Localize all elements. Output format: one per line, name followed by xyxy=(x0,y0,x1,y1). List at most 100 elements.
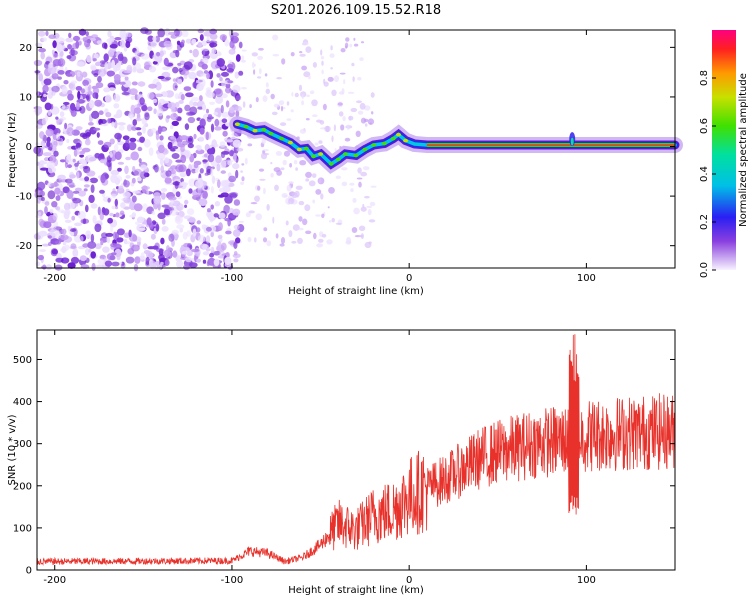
noise-blob xyxy=(79,235,84,242)
noise-blob xyxy=(350,107,358,113)
noise-blob xyxy=(58,118,64,123)
noise-blob xyxy=(210,123,215,133)
noise-blob xyxy=(357,76,362,81)
noise-blob xyxy=(166,115,171,119)
noise-blob xyxy=(272,53,280,57)
noise-blob xyxy=(221,80,227,88)
noise-blob xyxy=(76,171,80,179)
noise-blob xyxy=(201,63,208,70)
noise-blob xyxy=(199,95,203,102)
noise-blob xyxy=(181,70,190,76)
noise-blob xyxy=(347,124,350,131)
noise-blob xyxy=(85,31,89,37)
noise-blob xyxy=(96,220,103,224)
noise-blob xyxy=(91,262,96,271)
noise-blob xyxy=(95,61,101,67)
noise-blob xyxy=(353,207,360,215)
noise-blob xyxy=(158,144,165,154)
noise-blob xyxy=(39,249,46,253)
noise-blob xyxy=(148,65,157,73)
noise-blob xyxy=(111,261,120,267)
noise-blob xyxy=(210,204,214,210)
noise-blob xyxy=(358,181,362,188)
noise-blob xyxy=(64,122,68,130)
noise-blob xyxy=(152,60,158,65)
noise-blob xyxy=(67,44,72,50)
noise-blob xyxy=(191,38,197,45)
noise-blob xyxy=(343,79,346,85)
noise-blob xyxy=(196,144,202,151)
noise-blob xyxy=(137,81,146,87)
x-tick-label: 100 xyxy=(577,575,596,586)
noise-blob xyxy=(228,48,236,55)
noise-blob xyxy=(338,111,344,117)
noise-blob xyxy=(258,168,265,172)
noise-blob xyxy=(341,181,348,187)
noise-blob xyxy=(132,190,141,194)
noise-blob xyxy=(274,184,279,191)
noise-blob xyxy=(323,81,329,87)
noise-blob xyxy=(90,233,95,243)
noise-blob xyxy=(207,154,215,163)
noise-blob xyxy=(245,212,251,218)
noise-blob xyxy=(150,127,157,134)
noise-blob xyxy=(202,57,209,64)
noise-blob xyxy=(132,119,137,126)
noise-blob xyxy=(232,139,242,148)
noise-blob xyxy=(221,71,229,77)
noise-blob xyxy=(155,35,161,43)
noise-blob xyxy=(266,204,270,211)
noise-blob xyxy=(358,225,366,232)
noise-blob xyxy=(276,77,282,80)
noise-blob xyxy=(85,230,92,239)
noise-blob xyxy=(188,178,196,187)
noise-blob xyxy=(85,248,90,256)
noise-blob xyxy=(160,261,164,266)
noise-blob xyxy=(202,104,207,111)
y-tick-label: 0 xyxy=(26,142,32,153)
noise-blob xyxy=(241,176,245,182)
noise-blob xyxy=(59,50,64,57)
noise-blob xyxy=(331,135,334,143)
noise-blob xyxy=(227,63,234,69)
noise-blob xyxy=(61,246,67,254)
noise-blob xyxy=(235,109,240,118)
noise-blob xyxy=(160,188,168,192)
noise-blob xyxy=(210,231,214,238)
noise-blob xyxy=(255,97,259,103)
ridge-peak xyxy=(296,147,302,152)
noise-blob xyxy=(70,243,77,249)
noise-blob xyxy=(46,136,51,143)
noise-blob xyxy=(197,28,204,34)
noise-blob xyxy=(59,111,65,117)
noise-blob xyxy=(219,76,223,82)
noise-blob xyxy=(145,256,150,266)
noise-blob xyxy=(189,49,193,54)
noise-blob xyxy=(217,194,225,198)
noise-blob xyxy=(208,114,212,118)
noise-blob xyxy=(177,78,183,85)
noise-blob xyxy=(348,115,354,121)
noise-blob xyxy=(35,142,41,146)
spectrogram-frame xyxy=(36,29,676,269)
noise-blob xyxy=(179,135,189,141)
noise-blob xyxy=(72,197,82,204)
noise-blob xyxy=(232,84,241,93)
noise-blob xyxy=(206,72,210,80)
noise-blob xyxy=(104,62,108,71)
noise-blob xyxy=(49,208,54,214)
noise-blob xyxy=(45,128,54,137)
noise-blob xyxy=(172,82,178,91)
noise-blob xyxy=(136,131,142,136)
noise-blob xyxy=(210,247,214,252)
noise-blob xyxy=(359,57,364,61)
noise-blob xyxy=(51,85,60,93)
noise-blob xyxy=(259,178,266,181)
noise-blob xyxy=(88,84,92,92)
noise-blob xyxy=(207,257,217,266)
noise-blob xyxy=(148,260,157,270)
noise-blob xyxy=(238,220,245,223)
noise-blob xyxy=(299,53,306,57)
noise-blob xyxy=(215,155,222,164)
noise-blob xyxy=(125,156,131,161)
